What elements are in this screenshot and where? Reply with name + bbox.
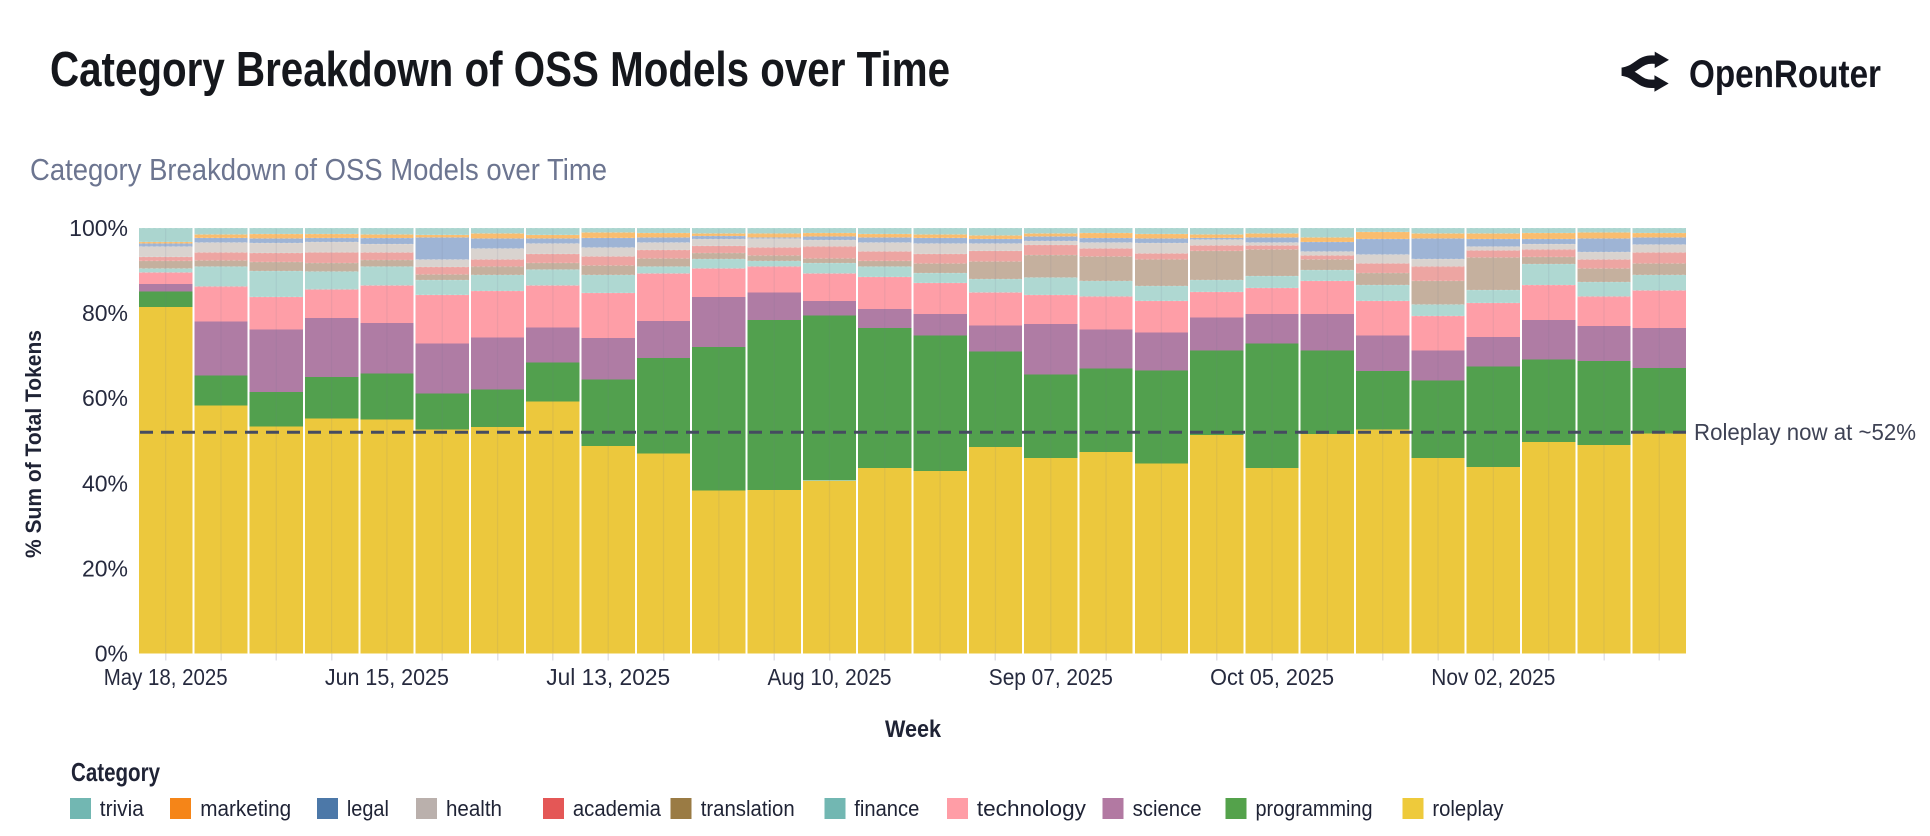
- svg-text:roleplay: roleplay: [1432, 796, 1503, 821]
- svg-text:100%: 100%: [69, 215, 128, 241]
- svg-text:translation: translation: [701, 796, 795, 821]
- svg-text:Aug 10, 2025: Aug 10, 2025: [768, 664, 892, 690]
- svg-text:finance: finance: [854, 796, 919, 821]
- svg-text:technology: technology: [977, 796, 1086, 821]
- svg-text:May 18, 2025: May 18, 2025: [104, 664, 228, 690]
- svg-text:Roleplay now at ~52%: Roleplay now at ~52%: [1694, 419, 1916, 445]
- svg-text:legal: legal: [347, 796, 389, 821]
- svg-text:Jul 13, 2025: Jul 13, 2025: [546, 664, 670, 690]
- svg-text:Jun 15, 2025: Jun 15, 2025: [325, 664, 449, 690]
- svg-text:marketing: marketing: [200, 796, 291, 821]
- svg-text:0%: 0%: [95, 641, 128, 667]
- svg-text:Week: Week: [885, 716, 942, 743]
- svg-text:OpenRouter: OpenRouter: [1689, 53, 1881, 96]
- svg-text:60%: 60%: [82, 385, 128, 411]
- svg-text:academia: academia: [573, 796, 662, 821]
- svg-text:Oct 05, 2025: Oct 05, 2025: [1210, 664, 1334, 690]
- svg-text:Category: Category: [71, 757, 160, 787]
- svg-text:Category Breakdown of OSS Mode: Category Breakdown of OSS Models over Ti…: [30, 152, 607, 187]
- svg-text:trivia: trivia: [100, 796, 145, 821]
- svg-text:80%: 80%: [82, 300, 128, 326]
- svg-text:20%: 20%: [82, 555, 128, 581]
- svg-text:% Sum of Total Tokens: % Sum of Total Tokens: [21, 330, 46, 558]
- svg-text:programming: programming: [1256, 796, 1373, 821]
- svg-text:Category Breakdown of OSS Mode: Category Breakdown of OSS Models over Ti…: [50, 43, 950, 97]
- svg-text:Nov 02, 2025: Nov 02, 2025: [1431, 664, 1555, 690]
- svg-text:Sep 07, 2025: Sep 07, 2025: [989, 664, 1113, 690]
- svg-text:health: health: [446, 796, 502, 821]
- svg-text:40%: 40%: [82, 470, 128, 496]
- svg-text:science: science: [1133, 796, 1202, 821]
